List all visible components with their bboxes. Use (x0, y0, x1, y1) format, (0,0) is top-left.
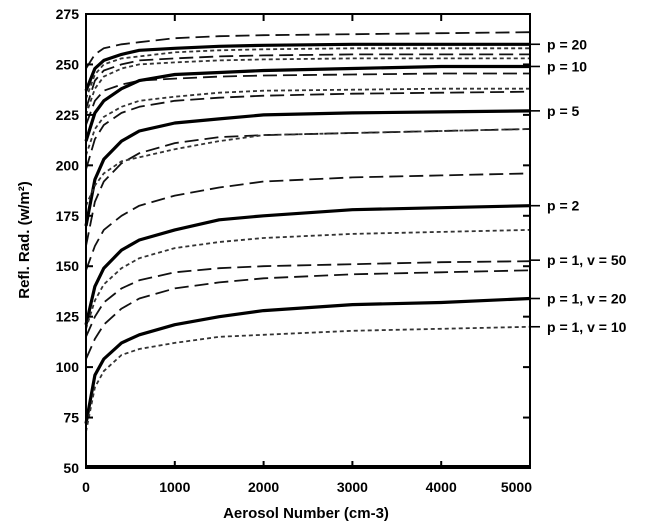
y-tick-label: 100 (56, 359, 80, 375)
series-line-dotted-4 (85, 57, 530, 116)
y-tick-label: 75 (63, 410, 79, 426)
series-line-solid-13 (84, 204, 531, 326)
curve-label: p = 1, v = 20 (547, 291, 627, 307)
series-line-dashed-16 (85, 269, 531, 360)
x-tick-label: 2000 (248, 479, 279, 495)
y-tick-label: 200 (56, 157, 80, 173)
plot-frame (85, 13, 531, 469)
y-tick-label: 50 (63, 460, 79, 476)
y-tick-label: 150 (56, 258, 80, 274)
x-tick-label: 5000 (501, 479, 532, 495)
y-tick-label: 125 (56, 309, 80, 325)
curve-label: p = 2 (547, 198, 580, 214)
y-tick-label: 275 (56, 6, 80, 22)
curve-label: p = 1, v = 10 (547, 319, 627, 335)
series-line-dotted-18 (85, 325, 531, 432)
y-tick-label: 175 (56, 208, 80, 224)
series-line-dotted-14 (85, 229, 531, 330)
x-tick-label: 0 (82, 479, 90, 495)
series-line-solid-6 (84, 64, 530, 142)
series-line-dashed-12 (85, 172, 531, 271)
series-line-solid-9 (84, 109, 531, 227)
series-lines (84, 31, 531, 432)
curve-label: p = 5 (547, 103, 580, 119)
series-line-dashed-10 (85, 128, 531, 247)
series-line-dotted-11 (85, 128, 531, 207)
y-tick-label: 225 (56, 107, 80, 123)
y-tick-label: 250 (56, 56, 80, 72)
curve-label: p = 1, v = 50 (547, 252, 627, 268)
x-axis-title: Aerosol Number (cm-3) (223, 505, 389, 522)
series-line-dotted-2 (85, 47, 530, 100)
series-line-dashed-3 (85, 53, 530, 110)
curve-label: p = 10 (547, 58, 587, 74)
series-line-dotted-7 (85, 87, 530, 156)
tick-labels: 0 1000 2000 3000 4000 5000 50 75 100 125 150 175 200… (56, 6, 533, 495)
x-tick-label: 4000 (426, 479, 457, 495)
x-tick-label: 1000 (159, 479, 190, 495)
series-line-dashed-0 (85, 31, 531, 69)
axis-ticks (85, 13, 531, 469)
curve-label: p = 20 (547, 36, 587, 52)
series-line-dashed-8 (85, 90, 531, 170)
curve-labels: p = 20 p = 10 p = 5 p = 2 p = 1, v = 50 p = 1… (530, 36, 627, 335)
y-axis-title: Refl. Rad. (w/m²) (16, 181, 33, 299)
series-line-solid-1 (84, 42, 530, 92)
series-line-solid-17 (84, 296, 531, 424)
series-line-dashed-5 (85, 72, 530, 126)
series-line-dashed-15 (85, 260, 531, 338)
x-tick-label: 3000 (337, 479, 368, 495)
